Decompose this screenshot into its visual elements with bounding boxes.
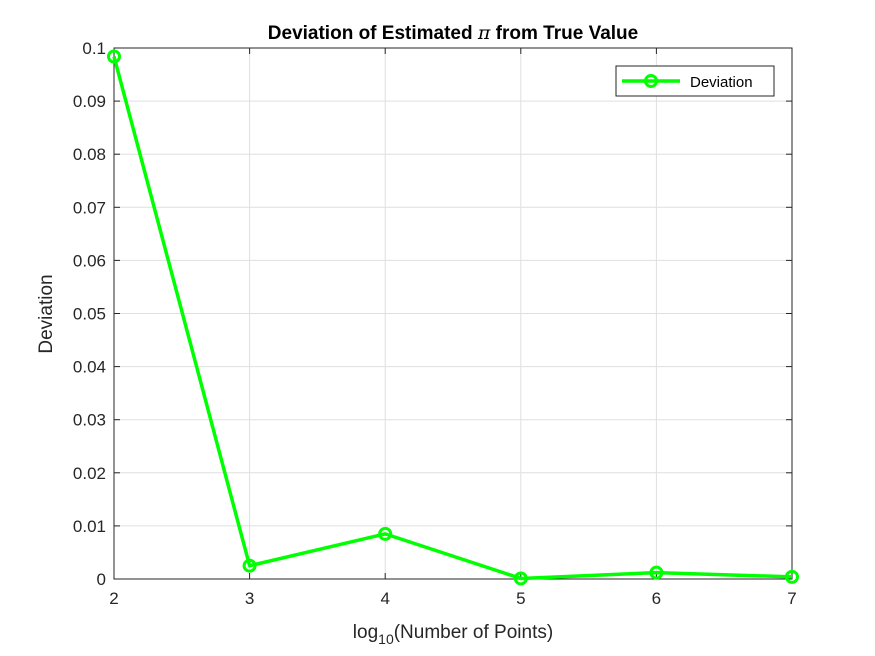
x-tick-label: 3 — [245, 589, 254, 608]
x-tick-label: 5 — [516, 589, 525, 608]
chart-title: Deviation of Estimated π from True Value — [268, 22, 638, 44]
y-tick-label: 0.1 — [82, 39, 106, 58]
series-layer — [107, 49, 799, 586]
x-tick-label: 2 — [109, 589, 118, 608]
data-point — [649, 565, 664, 580]
data-point — [107, 49, 121, 64]
legend-marker — [644, 74, 658, 88]
legend-label: Deviation — [690, 74, 753, 91]
y-tick-label: 0 — [97, 570, 106, 589]
y-tick-label: 0.03 — [73, 411, 106, 430]
series-line — [112, 56, 793, 581]
data-point — [242, 558, 257, 573]
x-tick-label: 6 — [652, 589, 661, 608]
y-tick-label: 0.02 — [73, 464, 106, 483]
x-tick-labels: 2 3 4 5 6 7 — [109, 589, 796, 608]
data-point — [785, 569, 799, 584]
data-point — [513, 571, 528, 586]
y-tick-label: 0.01 — [73, 517, 106, 536]
y-tick-label: 0.05 — [73, 305, 106, 324]
x-axis-title: log10(Number of Points) — [353, 622, 553, 647]
y-tick-label: 0.07 — [73, 198, 106, 217]
y-tick-label: 0.08 — [73, 145, 106, 164]
y-tick-label: 0.04 — [73, 358, 106, 377]
data-point — [378, 526, 393, 541]
y-tick-label: 0.06 — [73, 251, 106, 270]
y-tick-labels: 0 0.01 0.02 0.03 0.04 0.05 0.06 0.07 0.08 0.09 0.1 — [73, 39, 106, 589]
x-tick-label: 7 — [787, 589, 796, 608]
legend: Deviation — [615, 65, 775, 97]
x-tick-label: 4 — [380, 589, 389, 608]
y-tick-label: 0.09 — [73, 92, 106, 111]
y-axis-title: Deviation — [36, 274, 57, 353]
